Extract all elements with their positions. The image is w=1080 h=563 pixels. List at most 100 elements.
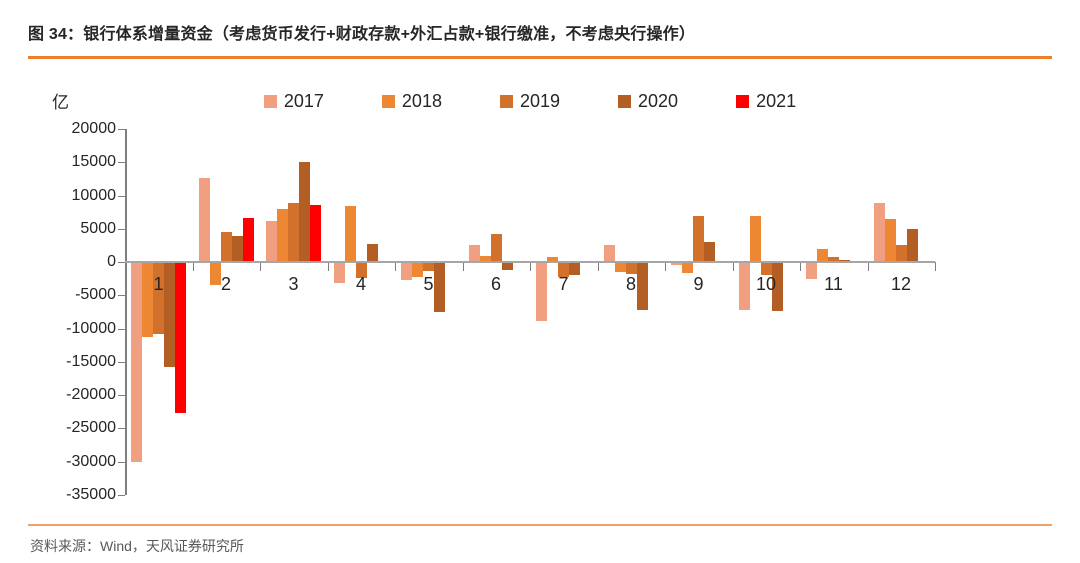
- bar-2017-month-2: [198, 178, 210, 263]
- bar-2020-month-9: [704, 242, 716, 263]
- y-axis-tick-mark: [118, 129, 125, 130]
- bar-2017-month-5: [401, 262, 413, 281]
- y-axis-tick-label: -15000: [66, 352, 116, 370]
- bar-2019-month-5: [423, 262, 435, 271]
- x-axis-tick-mark: [935, 262, 936, 272]
- bar-2018-month-5: [412, 262, 424, 278]
- bar-2018-month-10: [749, 216, 761, 263]
- legend-item-2017: 2017: [263, 90, 324, 112]
- source-note: 资料来源：Wind，天风证券研究所: [30, 538, 244, 554]
- y-axis-tick-mark: [118, 295, 125, 297]
- legend-item-2020: 2020: [618, 91, 678, 112]
- bar-2018-month-9: [682, 262, 694, 274]
- legend-label: 2021: [756, 90, 797, 111]
- legend-item-2018: 2018: [381, 90, 442, 112]
- y-axis-tick-label: 0: [107, 253, 116, 271]
- y-axis-tick-mark: [118, 262, 125, 264]
- legend-swatch-icon: [618, 94, 632, 108]
- bar-2017-month-10: [738, 262, 750, 310]
- y-axis-tick-mark: [118, 195, 125, 197]
- bar-2019-month-12: [895, 244, 907, 263]
- legend-swatch-icon: [499, 94, 513, 108]
- bar-2020-month-2: [231, 236, 243, 263]
- x-axis-tick-mark: [800, 262, 801, 272]
- x-axis-tick-mark: [125, 262, 126, 272]
- bar-2019-month-7: [558, 262, 570, 277]
- y-axis-tick-mark: [118, 328, 125, 330]
- x-axis-tick-mark: [867, 262, 869, 272]
- chart-legend: 2017 2018 2019 2020 2021: [125, 88, 935, 114]
- y-axis-tick-mark: [118, 228, 125, 230]
- bar-2020-month-5: [434, 262, 446, 312]
- y-axis-tick-mark: [118, 395, 125, 397]
- chart-title: 图 34：银行体系增量资金（考虑货币发行+财政存款+外汇占款+银行缴准，不考虑央…: [28, 26, 696, 43]
- bar-2020-month-6: [501, 262, 513, 271]
- bar-2017-month-9: [671, 262, 683, 266]
- x-axis-tick-mark: [732, 262, 734, 272]
- bar-2017-month-6: [468, 244, 480, 263]
- y-axis-tick-mark: [118, 461, 125, 463]
- x-axis-month-label: 11: [824, 274, 843, 295]
- legend-item-2019: 2019: [499, 90, 561, 112]
- bar-2017-month-11: [806, 262, 818, 279]
- y-axis-tick-label: -30000: [66, 452, 116, 470]
- legend-swatch-icon: [263, 94, 277, 108]
- bar-2018-month-3: [277, 208, 289, 263]
- legend-swatch-icon: [736, 94, 750, 108]
- bar-2019-month-1: [153, 262, 165, 334]
- legend-label: 2018: [401, 90, 442, 111]
- x-axis-tick-mark: [327, 262, 329, 272]
- bar-2017-month-3: [266, 220, 278, 263]
- footer-divider: [28, 524, 1052, 526]
- bar-2020-month-8: [636, 262, 648, 310]
- bar-2019-month-9: [693, 216, 705, 263]
- zero-baseline: [125, 261, 935, 264]
- x-axis-month-label: 8: [625, 274, 636, 295]
- bar-2021-month-2: [242, 217, 254, 263]
- bar-2018-month-8: [614, 262, 626, 273]
- x-axis-month-label: 2: [220, 274, 231, 295]
- legend-label: 2017: [283, 90, 324, 111]
- bar-2018-month-4: [344, 206, 356, 263]
- bar-2018-month-12: [884, 218, 896, 263]
- bar-2020-month-3: [299, 161, 311, 263]
- bar-2019-month-11: [828, 256, 840, 263]
- y-axis-tick-mark: [118, 495, 125, 496]
- x-axis-month-label: 3: [288, 274, 299, 295]
- bar-2021-month-3: [310, 204, 322, 263]
- y-axis-tick-label: -25000: [66, 419, 116, 437]
- legend-swatch-icon: [381, 94, 395, 108]
- bar-2019-month-3: [288, 202, 300, 263]
- y-axis-tick-mark: [118, 428, 125, 430]
- x-axis-tick-mark: [462, 262, 464, 272]
- legend-label: 2020: [638, 90, 679, 111]
- title-divider: [28, 56, 1052, 59]
- x-axis-month-label: 12: [890, 274, 912, 295]
- y-axis-unit-label: 亿: [52, 93, 69, 112]
- x-axis-tick-mark: [192, 262, 194, 272]
- bar-2019-month-2: [220, 232, 232, 263]
- y-axis-tick-label: -10000: [66, 319, 116, 337]
- x-axis-month-label: 10: [755, 274, 777, 295]
- bar-2018-month-2: [209, 262, 221, 286]
- y-axis-tick-label: -35000: [66, 486, 116, 503]
- bar-2020-month-10: [771, 262, 783, 311]
- x-axis-tick-mark: [530, 262, 531, 272]
- bar-2017-month-12: [873, 202, 885, 263]
- y-axis-tick-label: 20000: [71, 120, 117, 137]
- x-axis-month-label: 6: [490, 274, 501, 295]
- bar-2018-month-11: [817, 248, 829, 263]
- legend-label: 2019: [519, 90, 561, 111]
- bar-2019-month-4: [355, 262, 367, 279]
- bar-2017-month-7: [536, 262, 548, 322]
- bar-2020-month-1: [164, 262, 176, 367]
- bar-2021-month-1: [175, 262, 187, 414]
- bar-2018-month-6: [479, 256, 491, 263]
- bar-2019-month-8: [625, 262, 637, 275]
- bar-2017-month-1: [131, 262, 143, 462]
- bar-2017-month-4: [333, 262, 345, 284]
- y-axis-line: [125, 129, 127, 495]
- bar-2019-month-6: [490, 234, 502, 263]
- x-axis-tick-mark: [597, 262, 599, 272]
- bar-2018-month-1: [142, 262, 154, 337]
